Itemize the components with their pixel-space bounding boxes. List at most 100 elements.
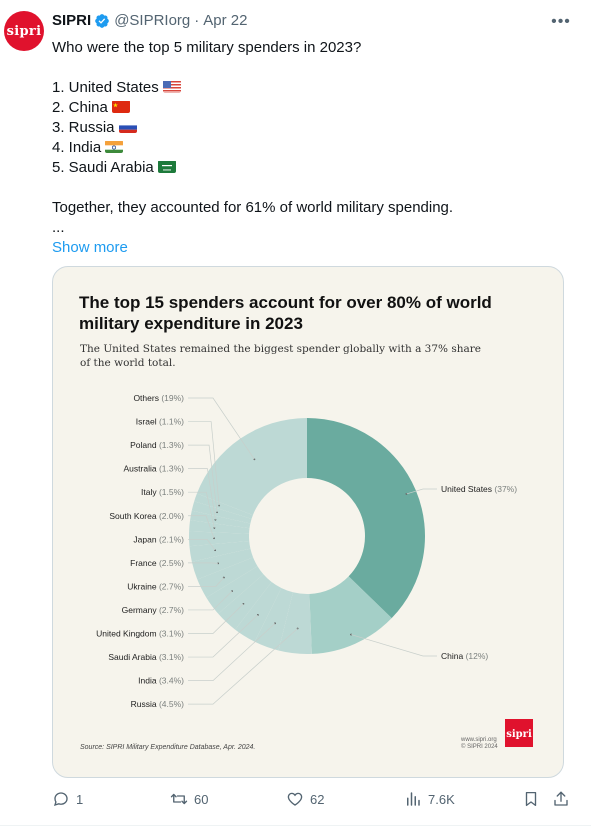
slice-italy — [189, 520, 250, 534]
footer-copyright: © SIPRI 2024 — [461, 743, 498, 750]
heart-icon — [287, 792, 303, 806]
saudi-flag-icon — [157, 160, 176, 173]
label-china: China (12%) — [441, 651, 488, 661]
slice-france — [191, 548, 254, 580]
slice-south-korea — [189, 531, 250, 547]
leader-dot-australia — [214, 518, 217, 521]
post-date[interactable]: Apr 22 — [203, 12, 248, 29]
label-ukraine: Ukraine (2.7%) — [127, 581, 184, 591]
reply-button[interactable]: 1 — [52, 790, 83, 808]
slice-japan — [189, 541, 251, 562]
verified-badge-icon — [94, 13, 110, 29]
russia-flag-icon — [118, 120, 137, 133]
leader-line-australia — [188, 468, 216, 520]
chart-subtitle-line1: The United States remained the biggest s… — [80, 343, 481, 355]
post-line — [52, 58, 572, 78]
chart-title-line2: military expenditure in 2023 — [79, 314, 303, 333]
leader-line-south-korea — [188, 515, 215, 539]
list-item: 5. Saudi Arabia — [52, 158, 572, 178]
slice-saudi-arabia — [235, 582, 282, 642]
label-japan: Japan (2.1%) — [133, 534, 184, 544]
slice-others — [196, 418, 307, 516]
like-button[interactable]: 62 — [286, 790, 324, 808]
slice-australia — [190, 510, 251, 529]
chart-title-line1: The top 15 spenders account for over 80%… — [79, 293, 492, 312]
leader-line-united-states — [406, 488, 437, 495]
label-poland: Poland (1.3%) — [130, 440, 184, 450]
leader-line-japan — [188, 538, 216, 551]
leader-line-russia — [188, 628, 298, 705]
label-australia: Australia (1.3%) — [124, 464, 185, 474]
more-options-icon[interactable]: ••• — [551, 13, 571, 30]
author-avatar[interactable]: sipri — [4, 11, 44, 51]
post-header: SIPRI @SIPRIorg · Apr 22 — [52, 12, 247, 29]
share-icon — [554, 791, 568, 806]
bookmark-button[interactable] — [522, 790, 540, 808]
reply-icon — [53, 792, 68, 807]
chart-labels: United States (37%) China (12%) Russia (4.… — [96, 393, 517, 709]
slice-united-states — [307, 418, 425, 619]
media-card[interactable]: The top 15 spenders account for over 80%… — [52, 266, 564, 778]
sipri-logo — [505, 719, 533, 747]
show-more-link[interactable]: Show more — [52, 239, 128, 256]
label-others: Others (19%) — [133, 393, 184, 403]
leader-line-india — [188, 623, 276, 681]
label-france: France (2.5%) — [130, 558, 184, 568]
leader-line-china — [351, 634, 437, 657]
slice-ukraine — [197, 557, 258, 598]
header-separator: · — [194, 12, 200, 29]
leader-dot-france — [217, 562, 220, 565]
repost-count: 60 — [194, 791, 209, 807]
leader-dot-poland — [216, 511, 218, 514]
list-item: 4. India — [52, 138, 572, 158]
avatar-logo-text: sipri — [6, 23, 42, 39]
repost-button[interactable]: 60 — [170, 790, 208, 808]
label-saudi-arabia: Saudi Arabia (3.1%) — [108, 652, 184, 662]
us-flag-icon — [162, 80, 181, 93]
label-italy: Italy (1.5%) — [141, 487, 184, 497]
list-item: 1. United States — [52, 78, 572, 98]
leader-dot-israel — [218, 504, 221, 507]
leader-line-poland — [188, 444, 218, 513]
action-bar: 1 60 62 7.6K — [52, 790, 572, 812]
post-line — [52, 178, 572, 198]
reply-count: 1 — [76, 791, 84, 807]
label-russia: Russia (4.5%) — [131, 699, 185, 709]
label-india: India (3.4%) — [138, 676, 184, 686]
label-germany: Germany (2.7%) — [122, 605, 185, 615]
like-count: 62 — [310, 791, 325, 807]
chart-source: Source: SIPRI Military Expenditure Datab… — [80, 744, 255, 751]
slice-poland — [191, 501, 252, 524]
views-button[interactable]: 7.6K — [404, 790, 455, 808]
bookmark-icon — [525, 791, 537, 807]
sipri-logo-text: sipri — [506, 729, 532, 740]
footer-url: www.sipri.org — [460, 737, 497, 743]
slice-india — [254, 588, 294, 651]
repost-icon — [170, 793, 188, 805]
slice-germany — [206, 566, 264, 614]
leader-line-france — [188, 562, 219, 564]
label-united-kingdom: United Kingdom (3.1%) — [96, 629, 184, 639]
list-item: 3. Russia — [52, 118, 572, 138]
leader-line-italy — [188, 491, 215, 528]
label-united-states: United States (37%) — [441, 484, 517, 494]
leader-line-others — [188, 397, 255, 460]
slice-israel — [194, 493, 253, 519]
leader-line-germany — [188, 590, 233, 611]
slice-china — [309, 576, 392, 654]
share-button[interactable] — [552, 790, 570, 808]
author-name[interactable]: SIPRI — [52, 12, 92, 29]
post-line: Together, they accounted for 61% of worl… — [52, 199, 454, 216]
donut-chart: The top 15 spenders account for over 80%… — [79, 293, 533, 751]
leader-line-ukraine — [188, 577, 225, 587]
chart-subtitle-line2: of the world total. — [80, 357, 176, 369]
leader-line-saudi-arabia — [188, 614, 259, 658]
india-flag-icon — [105, 140, 124, 153]
post-line: Who were the top 5 military spenders in … — [52, 39, 362, 56]
leader-line-united-kingdom — [188, 603, 244, 634]
views-chart-icon — [407, 792, 420, 806]
author-handle[interactable]: @SIPRIorg — [114, 12, 191, 29]
post-line: ... — [52, 219, 65, 236]
chart-leader-lines — [188, 397, 437, 705]
china-flag-icon — [111, 100, 130, 113]
